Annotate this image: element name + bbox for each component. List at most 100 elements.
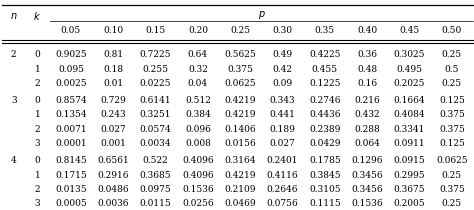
Text: 0.008: 0.008 <box>185 139 211 148</box>
Text: 0.48: 0.48 <box>357 65 377 74</box>
Text: 0.243: 0.243 <box>100 110 126 119</box>
Text: 0: 0 <box>35 96 40 105</box>
Text: 0.255: 0.255 <box>143 65 169 74</box>
Text: 2: 2 <box>35 185 40 194</box>
Text: 1: 1 <box>35 65 40 74</box>
Text: 0.81: 0.81 <box>103 50 123 59</box>
Text: 0.375: 0.375 <box>228 65 253 74</box>
Text: 0.375: 0.375 <box>439 110 465 119</box>
Text: 1: 1 <box>35 110 40 119</box>
Text: 0.0135: 0.0135 <box>55 185 87 194</box>
Text: 3: 3 <box>35 200 40 208</box>
Text: 0.096: 0.096 <box>185 125 211 134</box>
Text: 0.0625: 0.0625 <box>436 156 468 165</box>
Text: 0.2389: 0.2389 <box>309 125 341 134</box>
Text: 3: 3 <box>11 96 17 105</box>
Text: 0.15: 0.15 <box>146 26 166 35</box>
Text: 0.50: 0.50 <box>442 26 462 35</box>
Text: 0.20: 0.20 <box>188 26 208 35</box>
Text: 0.5625: 0.5625 <box>224 50 256 59</box>
Text: 0.2401: 0.2401 <box>267 156 298 165</box>
Text: 0.0574: 0.0574 <box>140 125 172 134</box>
Text: 0.36: 0.36 <box>357 50 377 59</box>
Text: 0.2916: 0.2916 <box>98 171 129 180</box>
Text: 0.1536: 0.1536 <box>351 200 383 208</box>
Text: 0.3456: 0.3456 <box>351 171 383 180</box>
Text: 0.25: 0.25 <box>442 79 462 88</box>
Text: 0.2995: 0.2995 <box>394 171 425 180</box>
Text: 0.2005: 0.2005 <box>394 200 425 208</box>
Text: 0.0001: 0.0001 <box>55 139 87 148</box>
Text: 4: 4 <box>11 156 17 165</box>
Text: 0.04: 0.04 <box>188 79 208 88</box>
Text: 0.3251: 0.3251 <box>140 110 171 119</box>
Text: 0.189: 0.189 <box>270 125 295 134</box>
Text: 0.0256: 0.0256 <box>182 200 214 208</box>
Text: 0.5: 0.5 <box>445 65 459 74</box>
Text: 0.125: 0.125 <box>439 139 465 148</box>
Text: 0.4219: 0.4219 <box>225 110 256 119</box>
Text: 0.1354: 0.1354 <box>55 110 87 119</box>
Text: 0.4436: 0.4436 <box>309 110 341 119</box>
Text: 0.1536: 0.1536 <box>182 185 214 194</box>
Text: 0.375: 0.375 <box>439 185 465 194</box>
Text: 0.027: 0.027 <box>100 125 126 134</box>
Text: 0.0036: 0.0036 <box>98 200 129 208</box>
Text: 0.0156: 0.0156 <box>224 139 256 148</box>
Text: 0.4219: 0.4219 <box>225 171 256 180</box>
Text: $p$: $p$ <box>257 9 265 21</box>
Text: 0.522: 0.522 <box>143 156 168 165</box>
Text: 0.09: 0.09 <box>273 79 292 88</box>
Text: 0.2109: 0.2109 <box>225 185 256 194</box>
Text: 0.441: 0.441 <box>270 110 295 119</box>
Text: 0.0975: 0.0975 <box>140 185 172 194</box>
Text: 0.45: 0.45 <box>400 26 419 35</box>
Text: 0.0115: 0.0115 <box>140 200 172 208</box>
Text: 0.49: 0.49 <box>273 50 292 59</box>
Text: 0.216: 0.216 <box>355 96 380 105</box>
Text: 0.3675: 0.3675 <box>394 185 425 194</box>
Text: 0.455: 0.455 <box>312 65 338 74</box>
Text: 0.0915: 0.0915 <box>394 156 426 165</box>
Text: 0.32: 0.32 <box>188 65 208 74</box>
Text: 0.6561: 0.6561 <box>97 156 129 165</box>
Text: 0.3341: 0.3341 <box>394 125 425 134</box>
Text: 0.4225: 0.4225 <box>309 50 341 59</box>
Text: 0.375: 0.375 <box>439 125 465 134</box>
Text: $n$: $n$ <box>10 11 18 21</box>
Text: 0.18: 0.18 <box>103 65 123 74</box>
Text: 0: 0 <box>35 156 40 165</box>
Text: 0.0034: 0.0034 <box>140 139 171 148</box>
Text: 0.1785: 0.1785 <box>309 156 341 165</box>
Text: 0.3025: 0.3025 <box>394 50 425 59</box>
Text: 0.30: 0.30 <box>273 26 292 35</box>
Text: 0.1296: 0.1296 <box>352 156 383 165</box>
Text: 2: 2 <box>35 79 40 88</box>
Text: 0.01: 0.01 <box>103 79 123 88</box>
Text: 0.3456: 0.3456 <box>351 185 383 194</box>
Text: 0.4084: 0.4084 <box>394 110 425 119</box>
Text: 0.3164: 0.3164 <box>225 156 256 165</box>
Text: 0.25: 0.25 <box>442 50 462 59</box>
Text: 0.0025: 0.0025 <box>55 79 87 88</box>
Text: 0.1115: 0.1115 <box>309 200 341 208</box>
Text: 0.0429: 0.0429 <box>309 139 341 148</box>
Text: 0.9025: 0.9025 <box>55 50 87 59</box>
Text: 0.4116: 0.4116 <box>267 171 299 180</box>
Text: 0.0225: 0.0225 <box>140 79 171 88</box>
Text: 0.495: 0.495 <box>397 65 422 74</box>
Text: 0.2746: 0.2746 <box>309 96 341 105</box>
Text: 0.027: 0.027 <box>270 139 295 148</box>
Text: 0.0911: 0.0911 <box>394 139 425 148</box>
Text: 0.1406: 0.1406 <box>224 125 256 134</box>
Text: 3: 3 <box>35 139 40 148</box>
Text: 0.4096: 0.4096 <box>182 156 214 165</box>
Text: 0.0469: 0.0469 <box>224 200 256 208</box>
Text: 0.42: 0.42 <box>273 65 292 74</box>
Text: 1: 1 <box>35 171 40 180</box>
Text: 2: 2 <box>35 125 40 134</box>
Text: 0.25: 0.25 <box>230 26 250 35</box>
Text: 0.432: 0.432 <box>355 110 380 119</box>
Text: 0.25: 0.25 <box>442 171 462 180</box>
Text: 0.16: 0.16 <box>357 79 377 88</box>
